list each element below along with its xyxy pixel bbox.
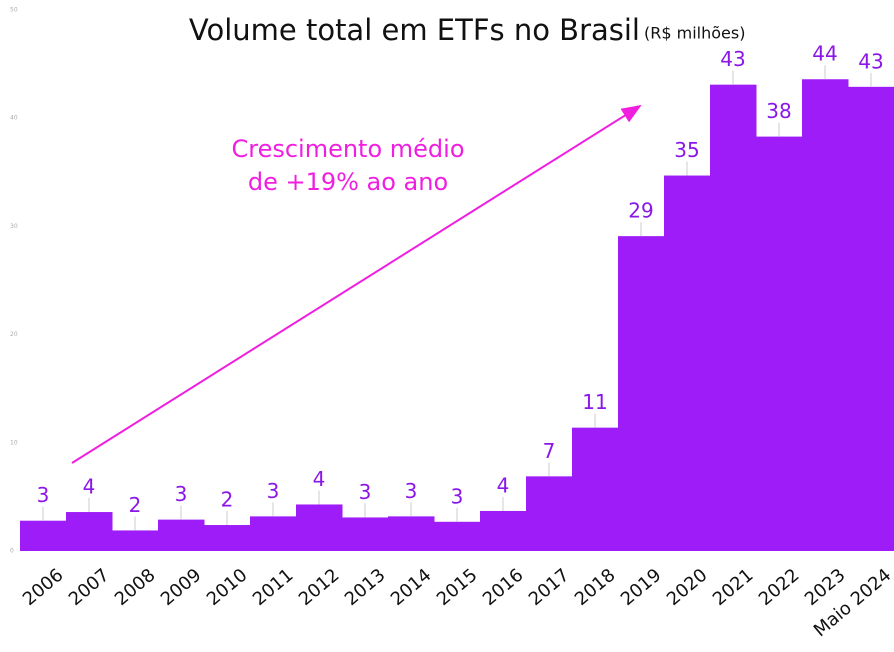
value-label: 3 xyxy=(451,484,464,508)
value-label: 3 xyxy=(267,479,280,503)
value-label: 3 xyxy=(175,482,188,506)
x-tick-label: 2009 xyxy=(157,565,206,611)
x-tick-label: 2016 xyxy=(479,565,528,611)
value-label: 44 xyxy=(812,42,837,66)
bar xyxy=(434,521,481,551)
x-tick-label: 2015 xyxy=(433,565,482,611)
x-tick-label: 2018 xyxy=(571,565,620,611)
annotation: de +19% ao ano xyxy=(248,168,448,196)
x-tick-label: 2020 xyxy=(663,565,712,611)
value-label: 3 xyxy=(37,483,50,507)
value-label: 43 xyxy=(858,49,883,73)
bar xyxy=(664,175,711,551)
x-tick-label: 2022 xyxy=(755,565,804,611)
y-tick-label: 0 xyxy=(10,548,14,555)
value-label: 7 xyxy=(543,439,556,463)
y-tick-label: 40 xyxy=(10,115,18,122)
value-label: 35 xyxy=(674,138,699,162)
y-tick-label: 30 xyxy=(10,223,18,230)
bar xyxy=(526,476,573,551)
y-tick-label: 20 xyxy=(10,331,18,338)
annotation: Crescimento médio xyxy=(231,135,464,163)
bar xyxy=(112,530,159,551)
bar xyxy=(296,504,343,551)
chart-title: Volume total em ETFs no Brasil xyxy=(189,13,640,47)
value-label: 2 xyxy=(221,488,234,512)
y-tick-label: 50 xyxy=(10,7,18,14)
x-tick-label: 2017 xyxy=(525,565,574,611)
bar xyxy=(572,427,619,551)
x-tick-label: 2013 xyxy=(341,565,390,611)
bar xyxy=(204,525,251,551)
x-tick-label: 2014 xyxy=(387,565,436,611)
value-label: 3 xyxy=(405,479,418,503)
bar xyxy=(480,510,527,551)
arrow xyxy=(71,104,642,464)
bar xyxy=(618,236,665,551)
bar xyxy=(250,516,297,551)
value-label: 29 xyxy=(628,199,653,223)
value-label: 4 xyxy=(83,475,96,499)
x-tick-label: 2021 xyxy=(709,565,758,611)
value-label: 38 xyxy=(766,99,791,123)
bar xyxy=(158,519,205,551)
bar xyxy=(848,86,894,552)
x-tick-label: 2007 xyxy=(65,565,114,611)
x-tick-label: 2006 xyxy=(19,565,68,611)
value-label: 43 xyxy=(720,47,745,71)
value-label: 4 xyxy=(313,467,326,491)
x-tick-label: 2019 xyxy=(617,565,666,611)
x-tick-label: 2008 xyxy=(111,565,160,611)
y-tick-label: 10 xyxy=(10,439,18,446)
x-tick-label: 2011 xyxy=(249,565,298,611)
bar xyxy=(20,520,67,551)
bar xyxy=(66,512,113,551)
value-label: 11 xyxy=(582,390,607,414)
value-label: 2 xyxy=(129,493,142,517)
bar xyxy=(388,516,435,551)
bar xyxy=(756,136,803,551)
value-label: 4 xyxy=(497,473,510,497)
bar xyxy=(802,79,849,552)
value-label: 3 xyxy=(359,480,372,504)
bar xyxy=(710,84,757,552)
bar xyxy=(342,517,389,551)
x-tick-label: 2012 xyxy=(295,565,344,611)
chart-subtitle: (R$ milhões) xyxy=(644,24,745,43)
x-tick-label: 2010 xyxy=(203,565,252,611)
